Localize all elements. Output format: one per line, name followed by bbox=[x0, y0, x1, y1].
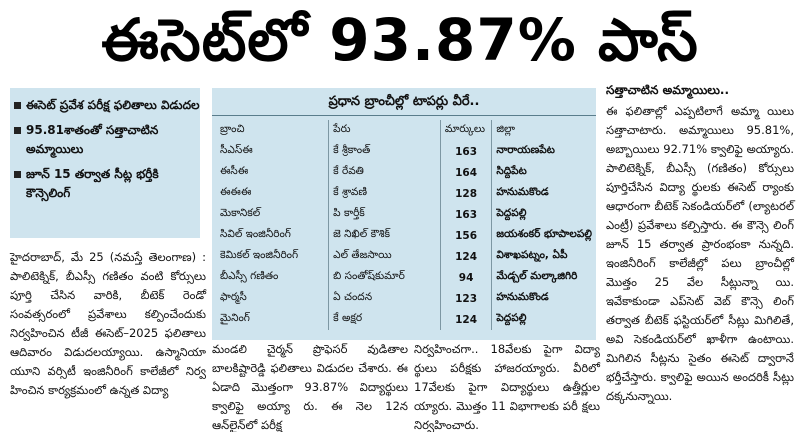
cell-district: మేడ్చల్ మల్కాజిగిరి bbox=[496, 270, 578, 282]
article-column-2: మండలి చైర్మన్ ప్రొఫెసర్ వుడితాల బాలకిష్ట… bbox=[212, 340, 408, 432]
table-row: సివిల్ ఇంజినీరింగ్ జె నిఖిల్ కౌశిక్ 156 … bbox=[216, 225, 596, 246]
header-name: పేరు bbox=[328, 120, 441, 141]
cell-marks: 163 bbox=[440, 141, 493, 162]
highlight-item: ఈసెట్ ప్రవేశ పరీక్ష ఫలితాలు విడుదల bbox=[10, 96, 200, 115]
cell-branch: మైనింగ్ bbox=[216, 309, 330, 330]
cell-branch: సివిల్ ఇంజినీరింగ్ bbox=[216, 225, 330, 246]
article-paragraph: నిర్వహించగా.. 18వేలకు పైగా విద్యా ర్థులు… bbox=[414, 342, 600, 432]
article-paragraph: ఈ ఫలితాల్లో ఎప్పటిలాగే అమ్మా యిలు సత్తాచ… bbox=[606, 104, 794, 403]
cell-district: జయశంకర్ భూపాలపల్లి bbox=[496, 228, 592, 240]
headline: ఈసెట్‌లో 93.87% పాస్‌ bbox=[101, 6, 699, 74]
highlight-item: 95.81శాతంతో సత్తాచాటిన అమ్మాయిలు bbox=[10, 121, 200, 159]
cell-branch: బీఎస్సీ గణితం bbox=[216, 267, 330, 288]
square-bullet-icon bbox=[14, 102, 21, 109]
table-row: బీఎస్సీ గణితం బి సంతోష్‌కుమార్ 94 మేడ్చల… bbox=[216, 267, 596, 288]
section-subheading: సత్తాచాటిన అమ్మాయిలు.. bbox=[606, 83, 730, 97]
cell-name: జె నిఖిల్ కౌశిక్ bbox=[328, 225, 441, 246]
article-paragraph: మండలి చైర్మన్ ప్రొఫెసర్ వుడితాల బాలకిష్ట… bbox=[212, 342, 408, 432]
highlight-text: ఈసెట్ ప్రవేశ పరీక్ష ఫలితాలు విడుదల bbox=[26, 98, 200, 112]
cell-marks: 164 bbox=[440, 162, 493, 183]
toppers-box: ప్రధాన బ్రాంచీల్లో టాపర్లు వీరే.. బ్రాంచ… bbox=[212, 88, 596, 340]
cell-branch: సీఎస్ఈ bbox=[216, 141, 330, 162]
table-row: మైనింగ్ కే అక్షర 124 పెద్దపల్లి bbox=[216, 309, 596, 330]
cell-name: ఎల్ తేజసాయి bbox=[328, 246, 441, 267]
cell-name: కే శ్రావణి bbox=[328, 183, 441, 204]
cell-marks: 156 bbox=[440, 225, 493, 246]
cell-district: నారాయణపేట bbox=[496, 144, 555, 156]
article-paragraph: హైదరాబాద్, మే 25 (నమస్తే తెలంగాణ) : పాలి… bbox=[10, 250, 206, 397]
cell-name: కే అక్షర bbox=[328, 309, 441, 330]
header-branch: బ్రాంచి bbox=[216, 120, 330, 141]
header-marks: మార్కులు bbox=[440, 120, 493, 141]
cell-branch: కెమికల్ ఇంజినీరింగ్ bbox=[216, 246, 330, 267]
highlight-text: జూన్ 15 తర్వాత సీట్ల భర్తీకి కౌన్సెలింగ్ bbox=[26, 167, 159, 200]
toppers-table: బ్రాంచి పేరు మార్కులు జిల్లా సీఎస్ఈ కే శ… bbox=[216, 120, 596, 330]
cell-name: ఏ చందన bbox=[328, 288, 441, 309]
cell-district: పెద్దపల్లి bbox=[496, 312, 527, 324]
table-row: మెకానికల్ పి కార్తీక్ 163 పెద్దపల్లి bbox=[216, 204, 596, 225]
cell-name: కే శ్రీకాంత్ bbox=[328, 141, 441, 162]
cell-marks: 94 bbox=[440, 267, 493, 288]
table-row: ఈసీఈ కే రేవతి 164 సిద్దిపేట bbox=[216, 162, 596, 183]
cell-marks: 124 bbox=[440, 309, 493, 330]
table-row: ఈఈఈ కే శ్రావణి 128 హనుమకొండ bbox=[216, 183, 596, 204]
highlight-text: 95.81శాతంతో సత్తాచాటిన అమ్మాయిలు bbox=[26, 123, 159, 156]
highlights-box: ఈసెట్ ప్రవేశ పరీక్ష ఫలితాలు విడుదల 95.81… bbox=[10, 88, 200, 238]
article-column-1: హైదరాబాద్, మే 25 (నమస్తే తెలంగాణ) : పాలి… bbox=[10, 248, 206, 400]
table-row: కెమికల్ ఇంజినీరింగ్ ఎల్ తేజసాయి 124 విశా… bbox=[216, 246, 596, 267]
cell-name: బి సంతోష్‌కుమార్ bbox=[328, 267, 441, 288]
square-bullet-icon bbox=[14, 127, 21, 134]
cell-branch: ఫార్మసీ bbox=[216, 288, 330, 309]
article-column-4: సత్తాచాటిన అమ్మాయిలు.. ఈ ఫలితాల్లో ఎప్పట… bbox=[606, 80, 794, 406]
table-row: ఫార్మసీ ఏ చందన 123 హనుమకొండ bbox=[216, 288, 596, 309]
square-bullet-icon bbox=[14, 171, 21, 178]
cell-marks: 124 bbox=[440, 246, 493, 267]
highlight-item: జూన్ 15 తర్వాత సీట్ల భర్తీకి కౌన్సెలింగ్ bbox=[10, 165, 200, 203]
cell-name: కే రేవతి bbox=[328, 162, 441, 183]
cell-district: విశాఖపట్నం, ఏపీ bbox=[496, 249, 568, 261]
cell-name: పి కార్తీక్ bbox=[328, 204, 441, 225]
article-column-3: నిర్వహించగా.. 18వేలకు పైగా విద్యా ర్థులు… bbox=[414, 340, 600, 432]
header-district: జిల్లా bbox=[496, 123, 516, 135]
cell-district: సిద్దిపేట bbox=[496, 165, 527, 177]
cell-marks: 163 bbox=[440, 204, 493, 225]
cell-branch: ఈసీఈ bbox=[216, 162, 330, 183]
cell-marks: 123 bbox=[440, 288, 493, 309]
cell-marks: 128 bbox=[440, 183, 493, 204]
cell-branch: మెకానికల్ bbox=[216, 204, 330, 225]
cell-district: హనుమకొండ bbox=[496, 186, 549, 198]
cell-branch: ఈఈఈ bbox=[216, 183, 330, 204]
toppers-title: ప్రధాన బ్రాంచీల్లో టాపర్లు వీరే.. bbox=[212, 88, 596, 116]
table-row: సీఎస్ఈ కే శ్రీకాంత్ 163 నారాయణపేట bbox=[216, 141, 596, 162]
table-header-row: బ్రాంచి పేరు మార్కులు జిల్లా bbox=[216, 120, 596, 141]
cell-district: హనుమకొండ bbox=[496, 291, 549, 303]
cell-district: పెద్దపల్లి bbox=[496, 207, 527, 219]
